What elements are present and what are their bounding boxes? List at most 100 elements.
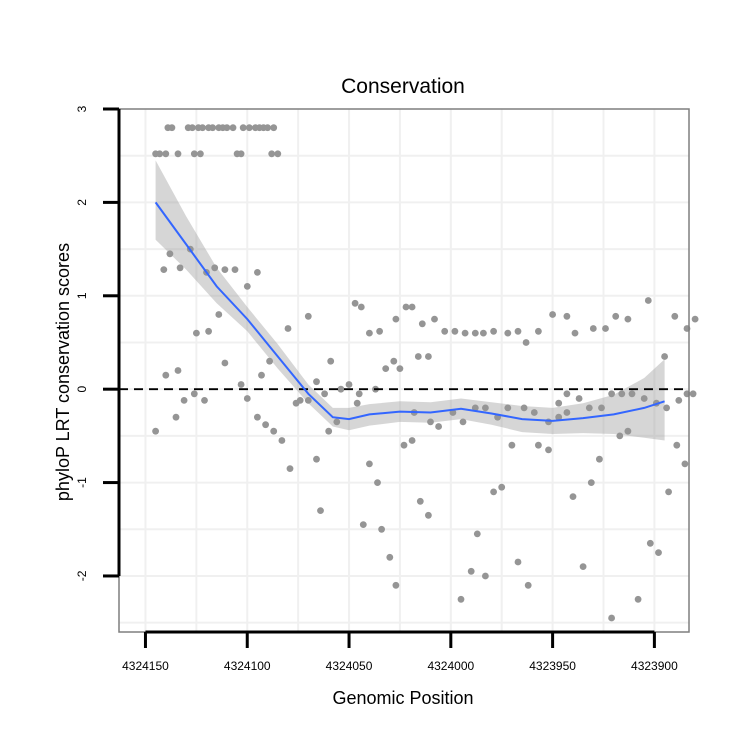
data-point <box>304 397 312 404</box>
data-point <box>156 150 164 158</box>
data-point <box>333 418 341 426</box>
data-point <box>671 312 679 320</box>
data-point <box>172 413 180 421</box>
data-point <box>205 327 213 335</box>
data-point <box>392 581 400 589</box>
data-point <box>382 365 390 372</box>
data-point <box>390 357 398 365</box>
data-point <box>174 367 182 374</box>
data-point <box>608 614 615 622</box>
data-point <box>520 404 528 412</box>
data-point <box>345 381 353 388</box>
data-point <box>618 390 626 398</box>
data-point <box>359 521 367 528</box>
data-point <box>508 441 516 449</box>
data-point <box>480 329 487 337</box>
data-point <box>441 327 449 335</box>
data-point <box>190 390 198 398</box>
x-tick-label: 4324000 <box>427 659 474 673</box>
data-point <box>201 397 208 404</box>
x-tick-label: 4323900 <box>631 659 678 673</box>
data-point <box>386 553 394 561</box>
smooth-line-layer <box>154 201 665 422</box>
data-point <box>366 329 373 337</box>
data-point <box>197 150 204 158</box>
data-point <box>563 390 571 398</box>
data-point <box>467 567 475 575</box>
y-tick-label: 3 <box>75 105 89 112</box>
data-point <box>545 446 552 454</box>
data-point <box>209 124 217 132</box>
data-point <box>663 404 670 412</box>
data-point <box>321 390 328 398</box>
y-axis-title: phyloP LRT conservation scores <box>53 243 73 501</box>
data-point <box>286 465 294 472</box>
data-point <box>243 395 251 402</box>
data-point <box>152 427 160 435</box>
data-points-layer <box>152 124 699 622</box>
data-point <box>176 264 184 272</box>
data-point <box>673 441 681 449</box>
data-point <box>374 479 381 486</box>
data-point <box>563 409 571 416</box>
data-point <box>193 329 200 337</box>
chart-title: Conservation <box>341 75 465 98</box>
x-tick-label: 4323950 <box>529 659 576 673</box>
data-point <box>535 327 542 335</box>
data-point <box>555 399 563 407</box>
data-point <box>471 329 479 337</box>
data-point <box>313 455 320 463</box>
data-point <box>237 381 245 388</box>
data-point <box>665 488 672 496</box>
data-point <box>691 315 699 323</box>
data-point <box>262 421 269 429</box>
y-tick-label: 2 <box>75 199 89 206</box>
data-point <box>473 530 481 538</box>
data-point <box>162 371 170 379</box>
data-point <box>640 395 648 402</box>
data-point <box>231 266 239 273</box>
data-point <box>569 493 577 500</box>
data-point <box>317 507 324 514</box>
data-point <box>270 427 278 435</box>
data-point <box>655 549 662 556</box>
data-point <box>661 353 668 360</box>
data-point <box>414 353 422 360</box>
data-point <box>243 283 251 290</box>
y-tick-label: 1 <box>75 292 89 299</box>
axis-layer: 4324150 4324100 4324050 4324000 4323950 43239… <box>75 105 678 673</box>
data-point <box>498 483 506 491</box>
data-point <box>628 390 636 398</box>
data-point <box>675 397 683 404</box>
data-point <box>427 418 434 426</box>
y-tick-label: -1 <box>75 477 89 488</box>
data-point <box>245 124 253 132</box>
data-point <box>400 441 408 449</box>
data-point <box>408 437 416 444</box>
data-point <box>296 397 304 404</box>
data-point <box>221 359 229 367</box>
data-point <box>646 539 654 547</box>
data-point <box>284 325 292 332</box>
data-point <box>471 404 479 412</box>
data-point <box>402 303 410 311</box>
data-point <box>549 311 556 318</box>
data-point <box>431 315 438 323</box>
data-point <box>223 124 231 132</box>
data-point <box>425 353 432 360</box>
confidence-band-layer <box>155 160 665 441</box>
data-point <box>563 312 571 320</box>
data-point <box>174 150 182 158</box>
data-point <box>254 413 261 421</box>
smooth-fit-line <box>154 201 665 422</box>
data-point <box>490 488 497 496</box>
data-point <box>644 297 652 304</box>
y-tick-label: -2 <box>75 570 89 581</box>
data-point <box>258 371 265 379</box>
data-point <box>166 250 174 258</box>
x-tick-label: 4324100 <box>224 659 271 673</box>
data-point <box>357 303 365 311</box>
data-point <box>535 441 542 449</box>
data-point <box>392 315 400 323</box>
data-point <box>504 404 512 412</box>
